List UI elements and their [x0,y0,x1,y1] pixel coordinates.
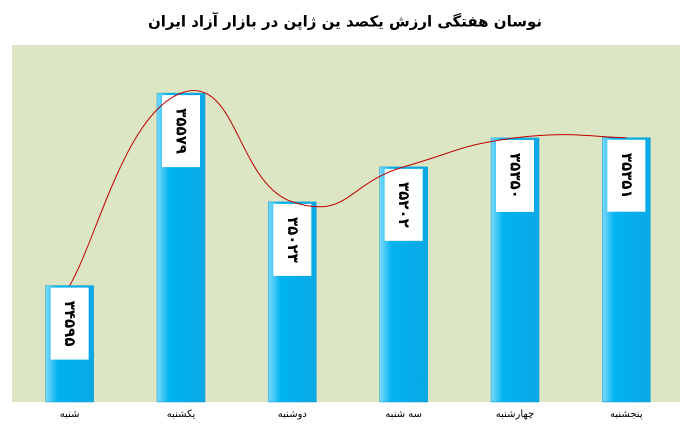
value-label-box [273,203,312,276]
value-label: ۳۵۲۰۲ [395,182,413,228]
x-tick-label: پنجشنبه [610,409,643,420]
x-tick-label: شنبه [60,409,80,420]
value-label: ۳۵۵۷۹ [173,108,191,154]
value-label-box [496,139,534,212]
value-label: ۳۵۳۵۰ [507,153,525,199]
x-tick-label: چهارشنبه [496,409,534,420]
value-label: ۳۴۵۹۵ [61,301,79,347]
value-label: ۳۵۳۵۱ [618,153,636,199]
value-label-box [162,95,200,168]
value-label-box [50,287,89,360]
value-label-box [607,139,646,212]
value-label-box [384,168,423,241]
x-tick-label: سه شنبه [385,409,422,420]
plot-area [12,45,680,402]
trend-curve [69,90,627,286]
x-tick-label: دوشنبه [278,409,307,420]
chart-title: نوسان هفتگی ارزش یکصد ین ژاپن در بازار آ… [148,13,542,32]
value-label: ۳۵۰۲۳ [284,217,302,263]
x-tick-label: یکشنبه [167,409,196,420]
